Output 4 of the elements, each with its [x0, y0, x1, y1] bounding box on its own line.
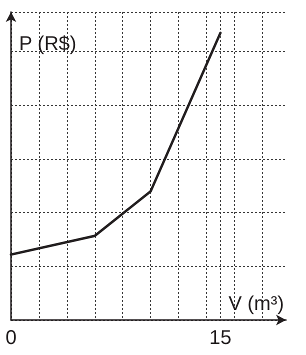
x-tick-label: 15	[209, 327, 232, 349]
x-tick-label: 0	[5, 327, 17, 349]
y-axis-title: P (R$)	[19, 33, 76, 55]
x-axis-title: V (m³)	[228, 293, 284, 315]
